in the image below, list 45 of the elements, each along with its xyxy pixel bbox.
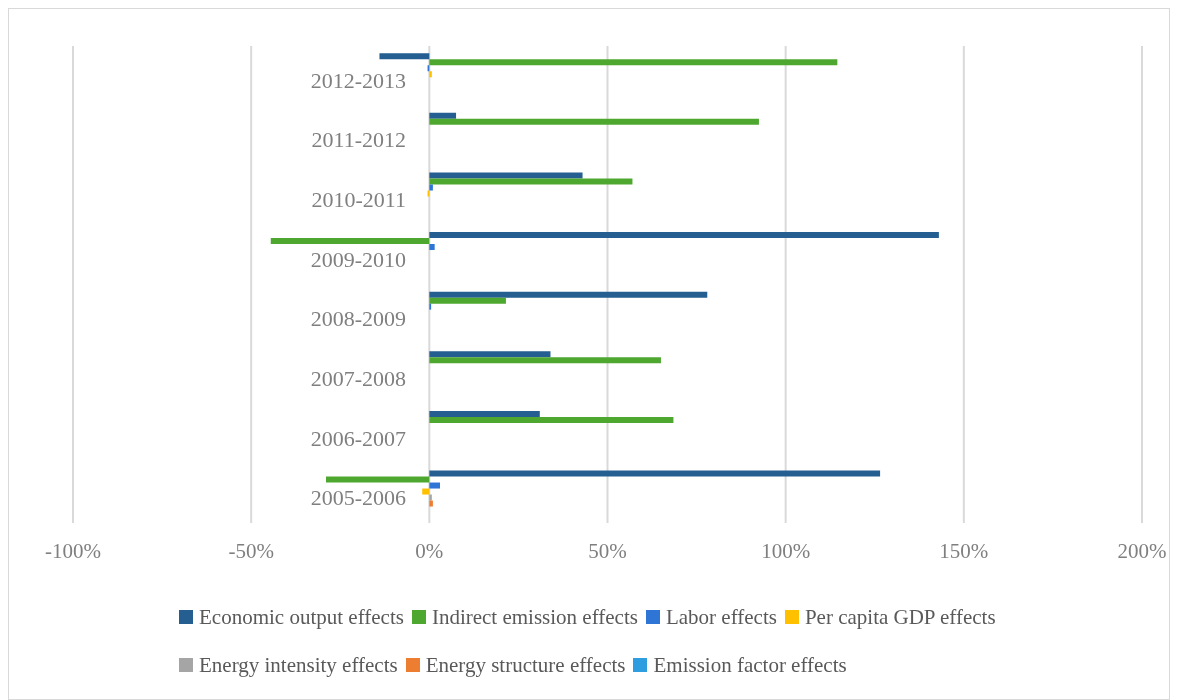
y-tick-label: 2012-2013 [310,67,406,93]
bar [429,71,432,78]
y-tick-label: 2011-2012 [311,127,406,153]
bar [429,178,633,185]
y-tick-label: 2005-2006 [310,485,406,511]
y-tick-label: 2008-2009 [310,306,406,332]
y-tick-label: 2006-2007 [310,425,406,451]
y-tick-label: 2007-2008 [310,365,406,391]
x-tick-label: 150% [939,538,989,563]
bar [429,184,433,191]
legend-label: Energy intensity effects [198,652,398,679]
legend-label: Labor effects [664,604,777,631]
bar [429,244,435,251]
bar [429,172,583,179]
legend-label: Emission factor effects [652,652,847,679]
bar [429,232,939,239]
bar [429,357,661,364]
legend-label: Economic output effects [198,604,404,631]
x-tick-label: 0% [415,538,444,563]
legend-label: Indirect emission effects [430,604,638,631]
x-tick-label: 50% [588,538,627,563]
x-tick-label: -100% [45,538,101,563]
bar [429,482,441,489]
x-tick-label: -50% [228,538,274,563]
bar [422,488,430,495]
y-tick-label: 2010-2011 [311,187,406,213]
bar [429,410,540,417]
bar [429,59,838,66]
bar [379,53,430,60]
bar [429,470,881,477]
legend-label: Energy structure effects [424,652,626,679]
bar [270,238,430,245]
x-tick-label: 100% [761,538,811,563]
bar [326,476,430,483]
legend-label: Per capita GDP effects [803,604,996,631]
bar [429,291,708,298]
bar [429,118,759,125]
bar [429,351,551,358]
bar [429,500,433,507]
bar [429,297,506,304]
bar [429,112,457,119]
y-tick-label: 2009-2010 [310,246,406,272]
x-tick-label: 200% [1117,538,1167,563]
bar [429,494,432,501]
bar [429,416,674,423]
